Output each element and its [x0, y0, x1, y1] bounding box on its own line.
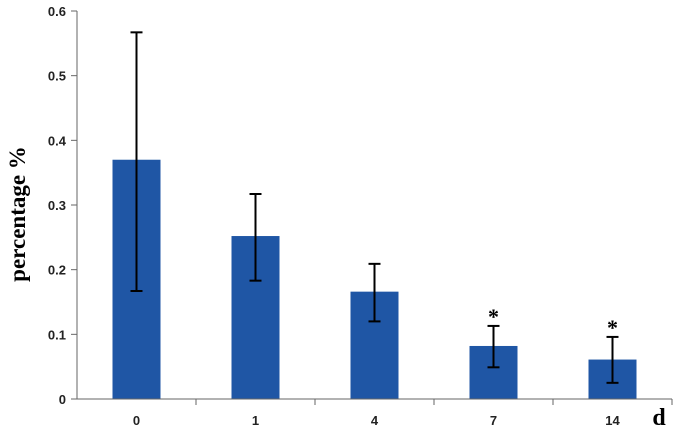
x-tick-label-1: 1: [252, 413, 259, 428]
x-tick-label-14: 14: [605, 413, 620, 428]
annotations-group: * *: [488, 304, 618, 340]
y-ticks-group: 0 0.1 0.2 0.3 0.4 0.5 0.6: [48, 4, 77, 407]
y-tick-label-0.3: 0.3: [48, 198, 66, 213]
x-ticks-group: 0 1 4 7 14: [133, 399, 673, 428]
y-axis-label: percentage %: [5, 146, 30, 282]
y-tick-label-0.2: 0.2: [48, 263, 66, 278]
significance-marker-7: *: [488, 304, 499, 329]
x-tick-label-4: 4: [371, 413, 379, 428]
x-tick-label-7: 7: [490, 413, 497, 428]
y-tick-label-0.5: 0.5: [48, 69, 66, 84]
x-axis-label: d: [652, 405, 666, 431]
y-tick-label-0.1: 0.1: [48, 327, 66, 342]
y-tick-label-0: 0: [59, 392, 66, 407]
significance-marker-14: *: [607, 315, 618, 340]
y-tick-label-0.6: 0.6: [48, 4, 66, 19]
x-tick-label-0: 0: [133, 413, 140, 428]
error-bars-group: [130, 31, 619, 384]
y-tick-label-0.4: 0.4: [48, 133, 67, 148]
